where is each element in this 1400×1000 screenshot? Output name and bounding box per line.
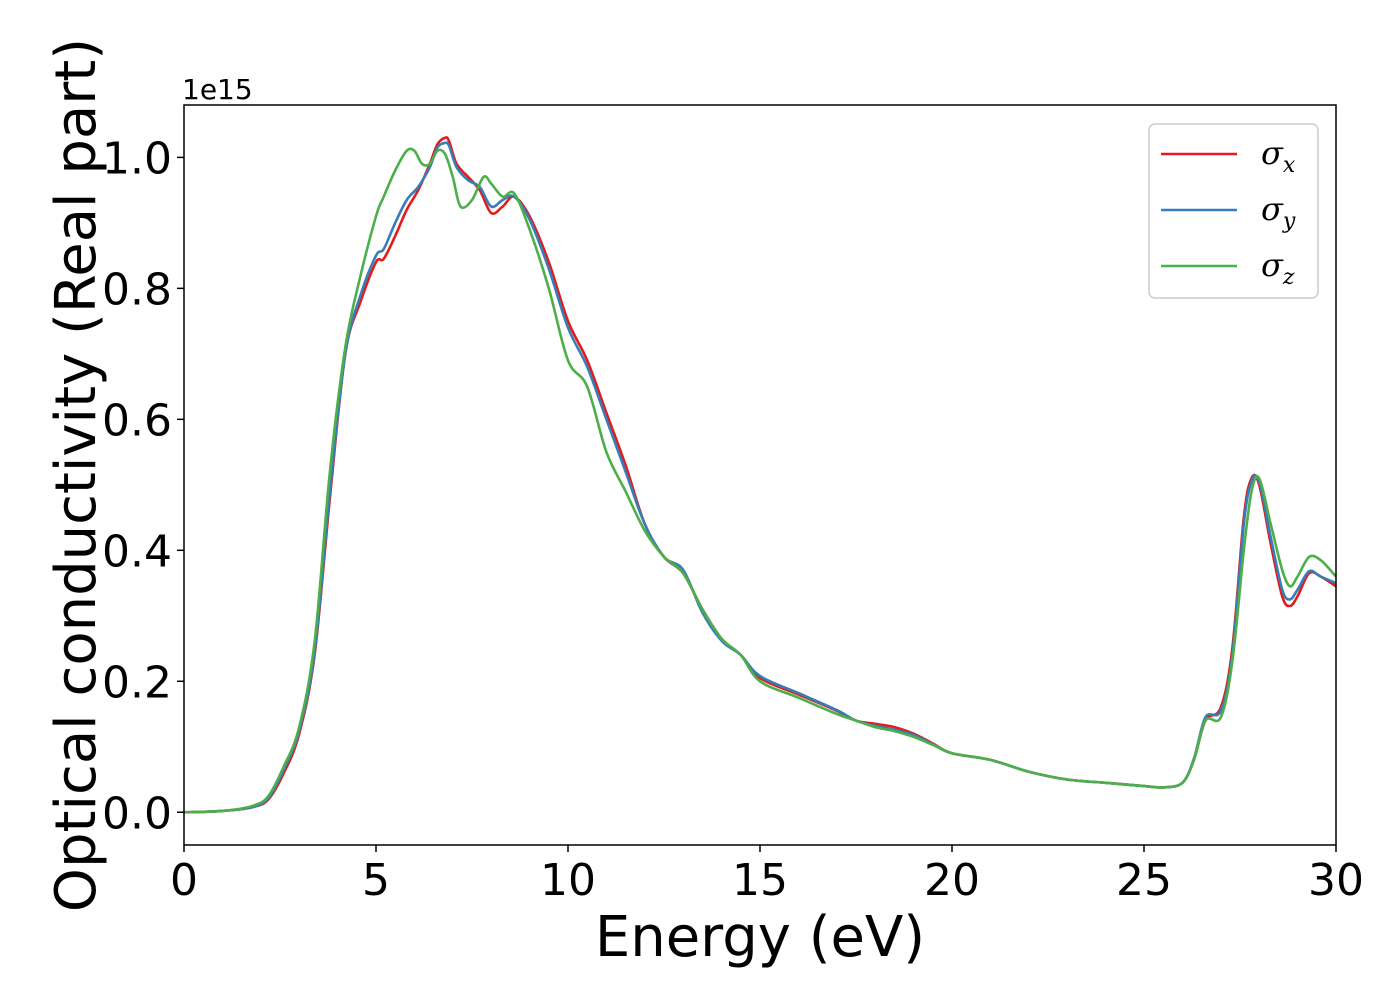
series-line-y: [184, 141, 1336, 814]
x-tick-label: 25: [1116, 855, 1172, 906]
x-tick-label: 5: [362, 855, 390, 906]
x-tick-label: 20: [924, 855, 980, 906]
x-tick-label: 15: [732, 855, 788, 906]
x-tick-label: 0: [170, 855, 198, 906]
y-offset-label: 1e15: [182, 73, 253, 106]
x-tick-label: 10: [540, 855, 596, 906]
y-tick-label: 1.0: [102, 133, 172, 184]
y-tick-label: 0.0: [102, 788, 172, 839]
y-tick-label: 0.6: [102, 395, 172, 446]
legend-label-z: σz: [1261, 246, 1295, 290]
legend: σx σy σz: [1148, 123, 1319, 299]
x-tick-label: 30: [1308, 855, 1364, 906]
x-axis: 0 5 10 15 20 25 30: [170, 845, 1364, 906]
series-line-z: [184, 147, 1336, 814]
x-axis-title: Energy (eV): [595, 905, 925, 970]
legend-label-x: σx: [1261, 134, 1296, 178]
y-axis: 0.0 0.2 0.4 0.6 0.8 1.0: [102, 133, 184, 839]
y-axis-title: Optical conductivity (Real part): [44, 38, 109, 912]
plot-lines: [184, 136, 1336, 814]
y-tick-label: 0.2: [102, 657, 172, 708]
y-tick-label: 0.4: [102, 526, 172, 577]
legend-label-y: σy: [1261, 190, 1296, 234]
y-tick-label: 0.8: [102, 264, 172, 315]
